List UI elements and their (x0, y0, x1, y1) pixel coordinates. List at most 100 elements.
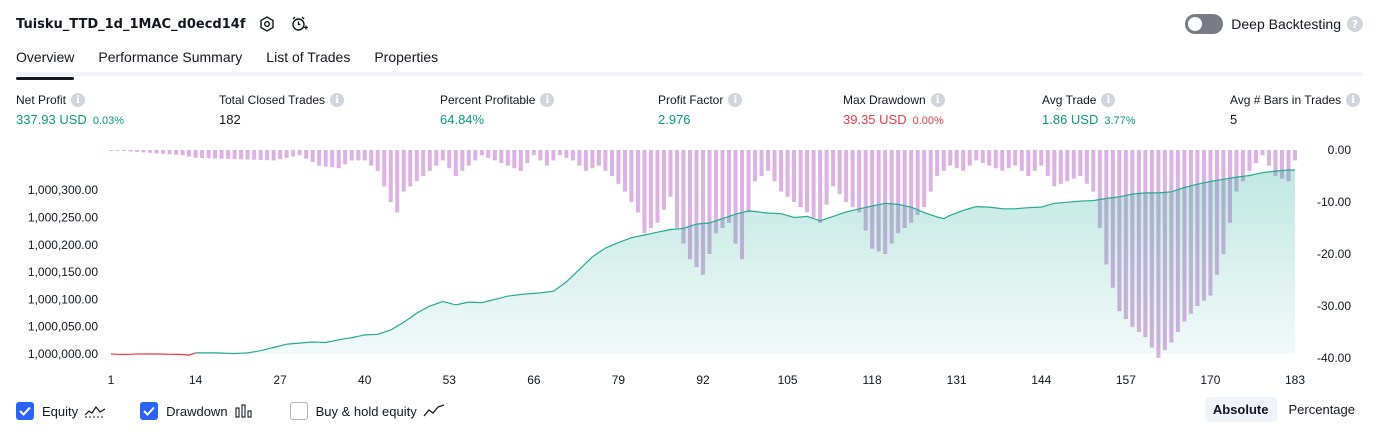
drawdown-bar (727, 150, 732, 223)
stat-value: 5 (1230, 112, 1238, 127)
drawdown-bar (278, 150, 283, 160)
drawdown-bar (668, 150, 673, 197)
legend-buy-hold-equity[interactable]: Buy & hold equity (289, 402, 445, 420)
drawdown-bar (427, 150, 432, 171)
drawdown-bar (336, 150, 341, 169)
help-icon[interactable]: ? (1347, 16, 1363, 32)
drawdown-bar (818, 150, 823, 223)
drawdown-bar (746, 150, 751, 213)
toggle-knob (1188, 17, 1203, 31)
drawdown-bar (108, 150, 114, 151)
drawdown-bar (382, 150, 387, 187)
drawdown-bar (805, 150, 810, 213)
drawdown-bar (785, 150, 790, 197)
drawdown-bar (551, 150, 556, 161)
tab-performance-summary[interactable]: Performance Summary (98, 49, 243, 65)
x-axis-tick: 79 (612, 373, 626, 387)
drawdown-bar (121, 150, 127, 151)
tab-list-of-trades[interactable]: List of Trades (266, 49, 351, 65)
drawdown-bar (330, 150, 335, 168)
drawdown-bar (1065, 150, 1070, 182)
drawdown-bar (460, 150, 465, 171)
drawdown-bar (388, 150, 393, 202)
x-axis-tick: 14 (189, 373, 203, 387)
drawdown-bar (759, 150, 764, 176)
drawdown-bar (616, 150, 621, 184)
drawdown-bar (1234, 150, 1239, 192)
legend-equity[interactable]: Equity (16, 402, 106, 420)
drawdown-bar (154, 150, 159, 154)
drawdown-bar (232, 150, 237, 160)
deep-backtesting-label: Deep Backtesting (1231, 16, 1341, 32)
drawdown-bar (1045, 150, 1050, 176)
drawdown-bar (349, 150, 354, 161)
equity-checkbox[interactable] (16, 402, 34, 420)
left-axis-tick: 1,000,200.00 (28, 238, 98, 252)
drawdown-bar (213, 150, 218, 159)
drawdown-bar (772, 150, 777, 182)
left-axis-tick: 1,000,100.00 (28, 292, 98, 306)
stat-percent: 0.00% (912, 115, 944, 127)
drawdown-bar (323, 150, 328, 167)
left-axis-tick: 1,000,050.00 (28, 320, 98, 334)
drawdown-bar (687, 150, 692, 260)
buy-hold-checkbox[interactable] (289, 402, 308, 420)
tab-properties[interactable]: Properties (374, 49, 439, 65)
legend-drawdown[interactable]: Drawdown (140, 402, 255, 420)
left-axis: 1,000,000.00 1,000,050.00 1,000,100.00 1,00… (28, 183, 98, 361)
absolute-button[interactable]: Absolute (1204, 397, 1277, 422)
x-axis-tick: 118 (863, 373, 882, 387)
info-icon[interactable]: i (71, 93, 86, 107)
info-icon[interactable]: i (540, 93, 555, 107)
drawdown-checkbox[interactable] (140, 402, 159, 420)
drawdown-bar (434, 150, 439, 166)
info-icon[interactable]: i (1346, 93, 1361, 107)
x-axis-tick: 144 (1031, 373, 1051, 387)
drawdown-bar (648, 150, 653, 228)
stat-label: Total Closed Trades (219, 93, 326, 107)
drawdown-bar (824, 150, 829, 205)
drawdown-bar (883, 150, 888, 254)
stat-label: Max Drawdown (843, 93, 926, 107)
drawdown-bar (1006, 150, 1011, 169)
drawdown-bar (1084, 150, 1089, 184)
drawdown-bar (1097, 150, 1102, 228)
stat-percent: 3.77% (1104, 115, 1136, 127)
drawdown-bar (661, 150, 666, 210)
right-axis-tick: -10.00 (1317, 195, 1351, 209)
deep-backtesting: Deep Backtesting ? (1185, 12, 1363, 36)
equity-area (111, 170, 1295, 356)
drawdown-bar (1247, 150, 1252, 171)
equity-drawdown-chart[interactable]: 1,000,000.00 1,000,050.00 1,000,100.00 1,00… (0, 140, 1379, 390)
right-axis-tick: -20.00 (1317, 247, 1351, 261)
drawdown-bar (1078, 150, 1083, 176)
add-alert-icon[interactable] (289, 14, 309, 34)
drawdown-bar (980, 150, 985, 163)
info-icon[interactable]: i (728, 93, 743, 107)
settings-icon[interactable] (257, 14, 277, 34)
x-axis-tick: 40 (358, 373, 372, 387)
info-icon[interactable]: i (330, 93, 345, 107)
legend-label: Drawdown (166, 403, 228, 419)
drawdown-bar (1240, 150, 1245, 182)
drawdown-bar (889, 150, 894, 244)
drawdown-bar (271, 150, 276, 161)
percentage-button[interactable]: Percentage (1288, 402, 1356, 417)
deep-backtesting-toggle[interactable] (1185, 14, 1224, 34)
drawdown-bar (297, 150, 302, 156)
drawdown-bar (1032, 150, 1037, 171)
drawdown-bar (1071, 150, 1076, 179)
legend-label: Equity (42, 403, 79, 419)
drawdown-bar (538, 150, 543, 161)
tab-overview[interactable]: Overview (16, 44, 75, 80)
drawdown-bar (642, 150, 647, 234)
drawdown-bar (226, 150, 231, 159)
drawdown-bar (844, 150, 849, 202)
x-axis-tick: 27 (273, 373, 287, 387)
drawdown-bar (512, 150, 517, 169)
drawdown-bar (1279, 150, 1284, 179)
info-icon[interactable]: i (1101, 93, 1116, 107)
info-icon[interactable]: i (930, 93, 945, 107)
equity-series (110, 169, 1295, 356)
drawdown-bar (148, 150, 153, 153)
